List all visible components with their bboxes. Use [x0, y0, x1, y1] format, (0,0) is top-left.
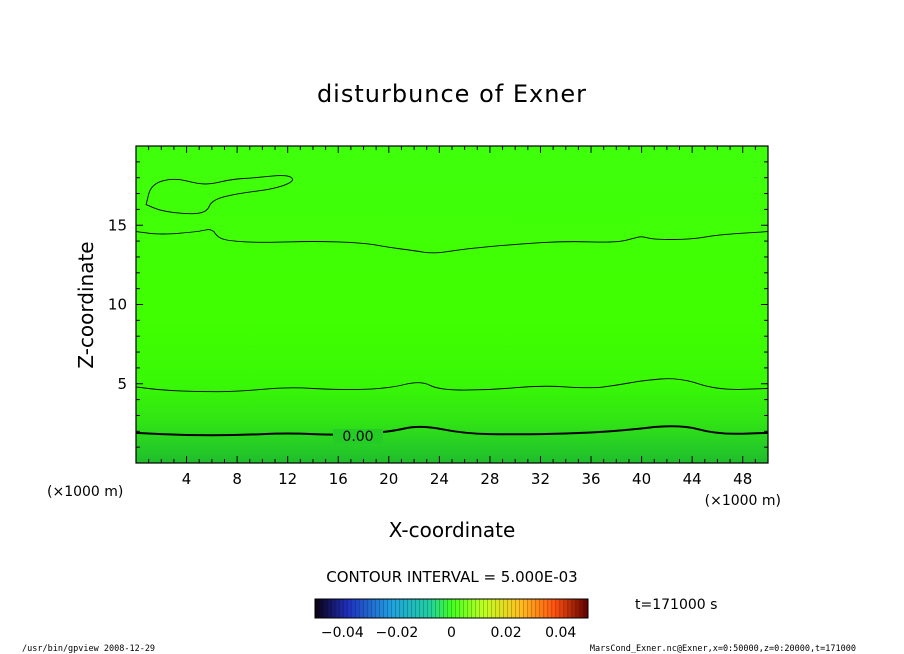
x-unit-right: (×1000 m)	[705, 493, 781, 509]
x-tick-label: 4	[182, 470, 192, 488]
y-axis-label: Z-coordinate	[74, 241, 98, 368]
zero-label-gap	[333, 429, 383, 444]
x-tick-label: 36	[581, 470, 600, 488]
colorbar-tick-label: 0.02	[491, 625, 522, 641]
x-tick-label: 8	[232, 470, 242, 488]
contour-lower	[136, 378, 768, 393]
colorbar-tick-label: 0.04	[545, 625, 576, 641]
y-tick-label: 5	[117, 375, 127, 393]
colorbar-tick-label: −0.04	[321, 625, 364, 641]
x-axis-label: X-coordinate	[389, 518, 516, 542]
zero-contour-label: 0.00	[342, 429, 373, 445]
x-tick-label: 48	[733, 470, 752, 488]
y-tick-label: 10	[108, 296, 127, 314]
x-tick-label: 24	[430, 470, 449, 488]
colorbar-ticks: −0.04 −0.02 0 0.02 0.04	[321, 625, 577, 641]
x-tick-label: 20	[379, 470, 398, 488]
colorbar-tick-label: 0	[447, 625, 456, 641]
x-axis-ticks: 4 8 12 16 20 24 28 32 36 40 44 48	[148, 146, 756, 488]
footer-right: MarsCond_Exner.nc@Exner,x=0:50000,z=0:20…	[590, 644, 856, 654]
colorbar-tick-label: −0.02	[375, 625, 418, 641]
chart-title: disturbunce of Exner	[317, 80, 587, 108]
colorbar-stripes	[318, 599, 585, 618]
y-tick-label: 15	[108, 216, 127, 234]
heatmap-field	[136, 146, 768, 463]
x-tick-label: 32	[531, 470, 550, 488]
contour-lines	[136, 175, 768, 437]
x-tick-label: 40	[632, 470, 651, 488]
time-text: t=171000 s	[635, 597, 717, 613]
colorbar-frame	[314, 598, 589, 619]
x-tick-label: 44	[683, 470, 702, 488]
contour-upper	[136, 229, 768, 254]
contour-interval-text: CONTOUR INTERVAL = 5.000E-03	[326, 568, 577, 586]
x-tick-label: 28	[480, 470, 499, 488]
y-axis-ticks: 5 10 15	[108, 161, 768, 448]
contour-zero	[136, 425, 768, 437]
x-tick-label: 12	[278, 470, 297, 488]
x-tick-label: 16	[329, 470, 348, 488]
contour-top-left	[145, 175, 293, 215]
footer-left: /usr/bin/gpview 2008-12-29	[22, 644, 155, 654]
x-unit-left: (×1000 m)	[47, 484, 123, 500]
